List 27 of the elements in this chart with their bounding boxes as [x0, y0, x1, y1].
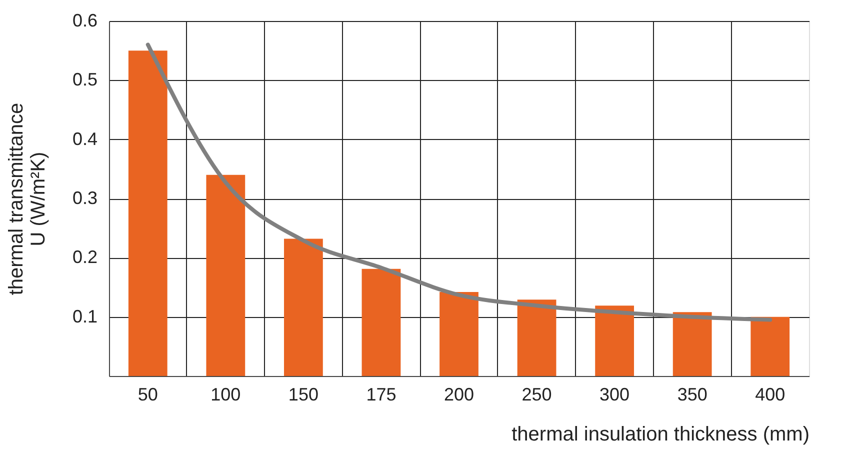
x-tick-label: 350: [677, 384, 708, 404]
bar: [750, 316, 790, 376]
x-tick-label: 250: [522, 384, 552, 404]
x-tick-label: 100: [210, 384, 241, 404]
y-tick-label: 0.6: [72, 10, 98, 30]
x-tick-label: 200: [444, 384, 474, 404]
bar: [128, 50, 168, 376]
y-tick-label: 0.2: [72, 247, 98, 268]
bar: [284, 238, 323, 376]
bar: [362, 268, 401, 376]
bar: [595, 306, 634, 376]
y-tick-label: 0.5: [72, 70, 98, 90]
x-tick-label: 50: [138, 384, 158, 404]
x-tick-label: 400: [755, 384, 786, 404]
y-axis-title: thermal transmittance U (W/m²K): [5, 102, 50, 296]
bar: [517, 300, 556, 376]
bar: [440, 292, 478, 376]
bar: [672, 312, 712, 376]
x-axis-title: thermal insulation thickness (mm): [512, 424, 810, 446]
y-tick-label: 0.3: [72, 188, 98, 208]
y-tick-label: 0.4: [72, 128, 98, 149]
x-tick-label: 175: [366, 384, 396, 404]
y-tick-label: 0.1: [72, 306, 98, 326]
bar: [206, 174, 246, 376]
x-tick-label: 150: [288, 384, 318, 404]
line-series: [146, 42, 772, 322]
x-tick-label: 300: [600, 384, 630, 404]
